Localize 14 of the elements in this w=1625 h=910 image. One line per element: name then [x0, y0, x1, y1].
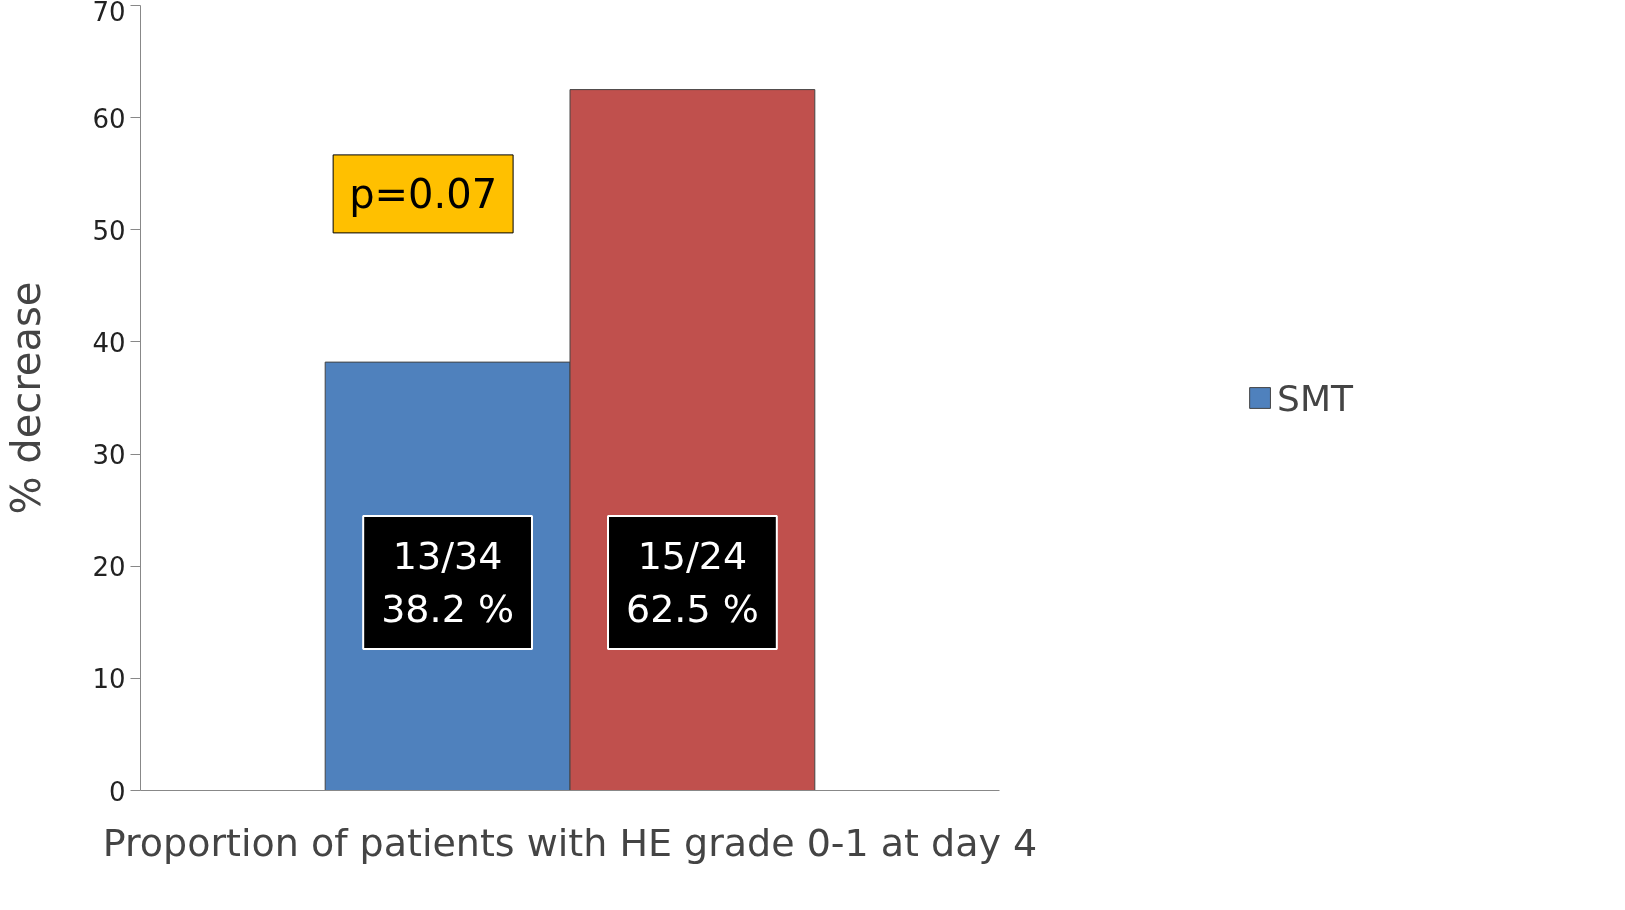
y-tick-label: 70 — [92, 0, 126, 27]
data-label: 15/24 62.5 % — [626, 534, 759, 631]
y-tick-label: 20 — [92, 552, 126, 583]
y-tick-label: 40 — [92, 327, 126, 358]
y-tick-label: 10 — [92, 664, 126, 695]
x-axis-title: Proportion of patients with HE grade 0-1 at day 4 — [102, 820, 1038, 865]
annotation: p=0.07 — [349, 170, 498, 217]
legend-label: SMT — [1277, 377, 1353, 418]
data-label: 13/34 38.2 % — [381, 534, 514, 631]
y-tick-label: 60 — [92, 103, 126, 134]
y-tick-label: 0 — [108, 776, 126, 807]
y-tick-label: 50 — [92, 215, 126, 246]
y-tick-label: 30 — [92, 440, 126, 471]
y-axis-title: % decrease — [3, 281, 50, 515]
